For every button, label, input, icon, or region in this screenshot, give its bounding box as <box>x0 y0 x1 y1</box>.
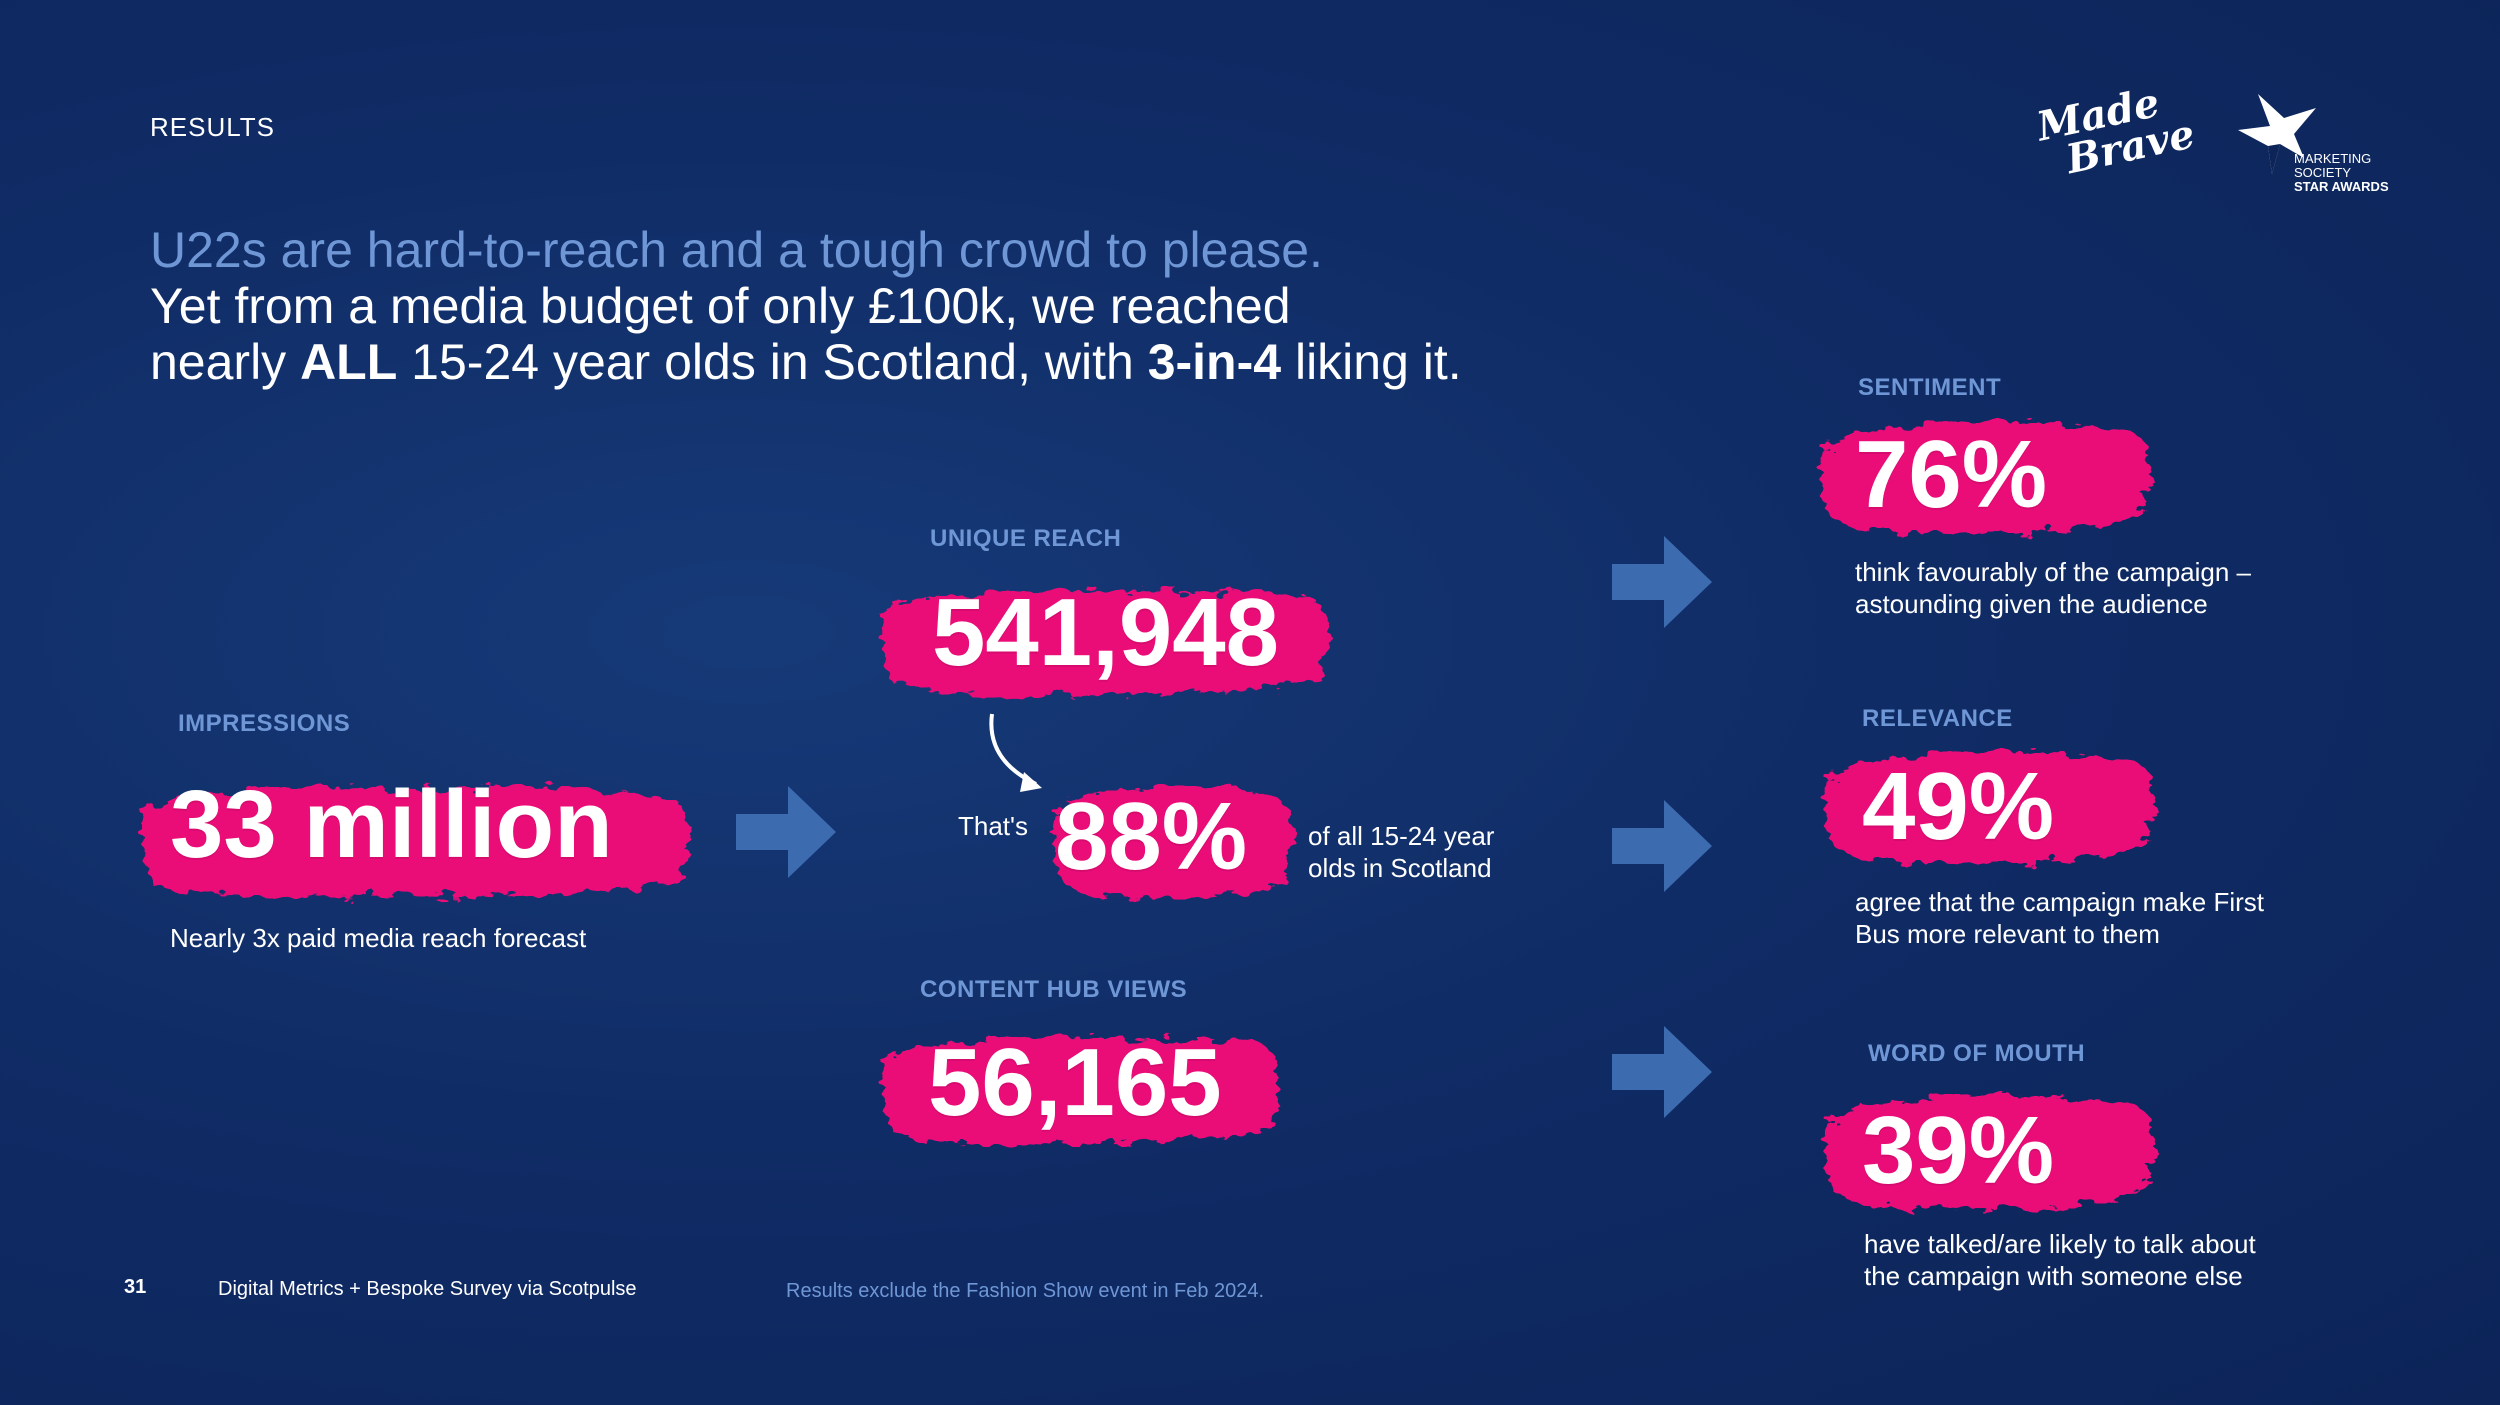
relevance-value: 49% <box>1862 753 2055 860</box>
word-of-mouth-caption: have talked/are likely to talk about the… <box>1864 1228 2256 1292</box>
ms-logo-line-2: SOCIETY <box>2294 165 2352 180</box>
relevance-brush-stroke <box>1825 751 2154 864</box>
headline-bold-ratio: 3-in-4 <box>1147 334 1282 390</box>
unique-reach-value: 541,948 <box>932 579 1280 686</box>
word-of-mouth-caption-line-1: have talked/are likely to talk about <box>1864 1229 2256 1259</box>
impressions-caption: Nearly 3x paid media reach forecast <box>170 923 587 953</box>
relevance-caption: agree that the campaign make First Bus m… <box>1855 886 2264 950</box>
star-icon <box>2238 94 2316 174</box>
headline-line-3: nearly ALL 15-24 year olds in Scotland, … <box>150 334 1850 390</box>
sentiment-caption-line-2: astounding given the audience <box>1855 589 2208 619</box>
impressions-value: 33 million <box>170 771 613 878</box>
page-number: 31 <box>124 1276 147 1298</box>
content-hub-label: CONTENT HUB VIEWS <box>920 976 1188 1003</box>
sentiment-label: SENTIMENT <box>1858 374 2002 401</box>
curved-arrow-icon <box>989 713 1042 792</box>
content-hub-brush-stroke <box>883 1037 1280 1145</box>
arrow-right-icon <box>1612 536 1712 628</box>
relevance-caption-line-2: Bus more relevant to them <box>1855 919 2160 949</box>
word-of-mouth-value: 39% <box>1862 1097 2055 1204</box>
sentiment-brush-stroke <box>1821 421 2150 534</box>
footer-source: Digital Metrics + Bespoke Survey via Sco… <box>218 1278 637 1300</box>
arrow-right-icon <box>1612 1026 1712 1118</box>
made-brave-logo: Made Brave <box>2033 79 2200 192</box>
relevance-label: RELEVANCE <box>1862 705 2013 732</box>
headline-line-3-pre: nearly <box>150 334 301 390</box>
thats-text: That's <box>958 811 1028 841</box>
marketing-society-logo: MARKETING SOCIETY STAR AWARDS <box>2228 88 2408 198</box>
headline-line-1: U22s are hard-to-reach and a tough crowd… <box>150 222 1323 278</box>
headline-line-3-post: liking it. <box>1281 334 1462 390</box>
impressions-label: IMPRESSIONS <box>178 710 351 737</box>
percent-reach-caption-line-1: of all 15-24 year <box>1308 821 1495 851</box>
ms-logo-line-3: STAR AWARDS <box>2294 179 2389 194</box>
headline-line-2: Yet from a media budget of only £100k, w… <box>150 278 1291 334</box>
percent-reach-caption: of all 15-24 year olds in Scotland <box>1308 820 1494 884</box>
impressions-brush-stroke <box>142 786 688 898</box>
percent-reach-brush-stroke <box>1054 786 1292 899</box>
word-of-mouth-label: WORD OF MOUTH <box>1868 1040 2086 1067</box>
headline-bold-all: ALL <box>300 334 398 390</box>
headline-line-3-mid: 15-24 year olds in Scotland, with <box>397 334 1148 390</box>
ms-logo-line-1: MARKETING <box>2294 151 2372 166</box>
section-label: RESULTS <box>150 112 275 142</box>
word-of-mouth-caption-line-2: the campaign with someone else <box>1864 1261 2243 1291</box>
arrow-right-icon <box>736 786 836 878</box>
sentiment-caption-line-1: think favourably of the campaign – <box>1855 557 2252 587</box>
content-hub-value: 56,165 <box>928 1029 1222 1136</box>
sentiment-caption: think favourably of the campaign – astou… <box>1855 556 2251 620</box>
relevance-caption-line-1: agree that the campaign make First <box>1855 887 2264 917</box>
unique-reach-brush-stroke <box>883 590 1329 696</box>
word-of-mouth-brush-stroke <box>1825 1095 2154 1210</box>
unique-reach-label: UNIQUE REACH <box>930 525 1122 552</box>
footer-note: Results exclude the Fashion Show event i… <box>786 1280 1265 1302</box>
arrow-right-icon <box>1612 800 1712 892</box>
percent-reach-caption-line-2: olds in Scotland <box>1308 853 1492 883</box>
sentiment-value: 76% <box>1855 421 2048 528</box>
percent-reach-value: 88% <box>1055 783 1248 890</box>
headline: U22s are hard-to-reach and a tough crowd… <box>150 222 1850 390</box>
